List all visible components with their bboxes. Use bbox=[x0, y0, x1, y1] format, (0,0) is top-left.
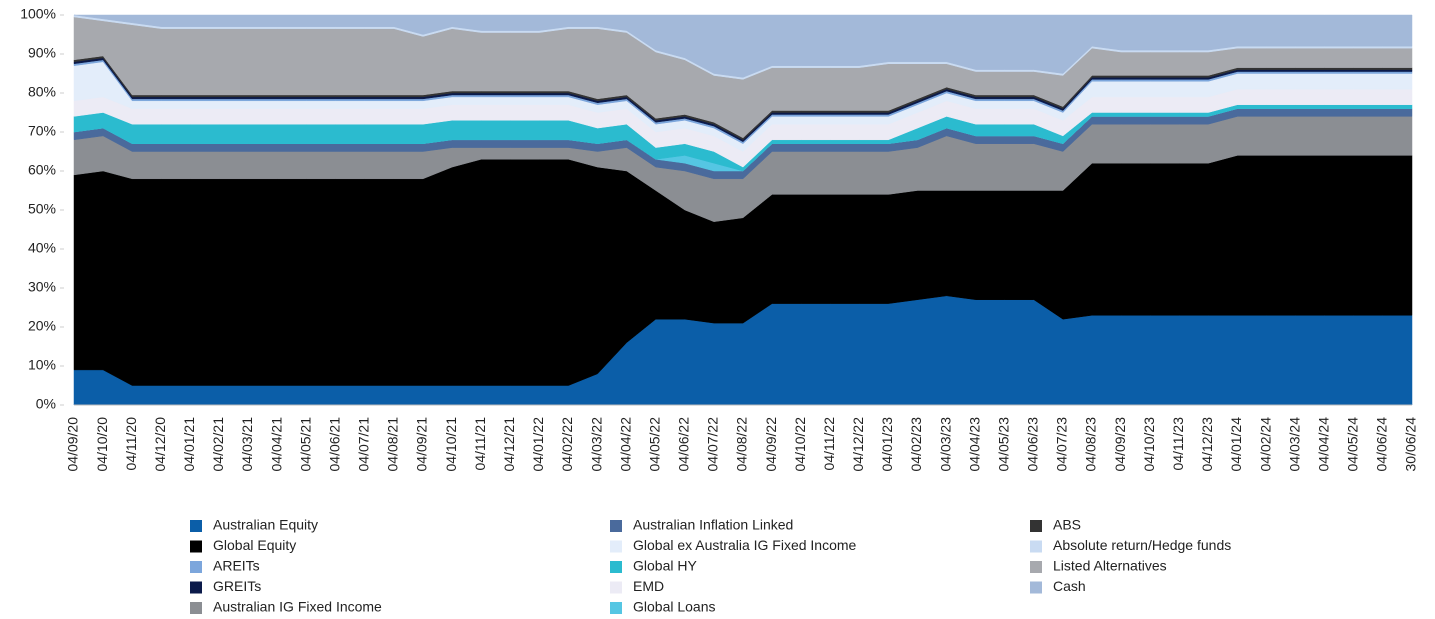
legend-swatch bbox=[610, 561, 622, 573]
x-tick-label: 04/01/23 bbox=[879, 417, 895, 472]
y-tick-label: 100% bbox=[20, 6, 56, 22]
x-tick-label: 04/03/21 bbox=[239, 417, 255, 472]
y-tick-label: 80% bbox=[28, 84, 56, 100]
y-tick-label: 50% bbox=[28, 201, 56, 217]
x-tick-label: 04/04/22 bbox=[617, 417, 633, 472]
x-tick-label: 04/12/23 bbox=[1199, 417, 1215, 472]
x-tick-label: 04/11/20 bbox=[123, 417, 139, 471]
x-tick-label: 04/03/24 bbox=[1286, 417, 1302, 472]
legend-swatch bbox=[190, 520, 202, 532]
legend-swatch bbox=[190, 561, 202, 573]
x-tick-label: 04/06/22 bbox=[676, 417, 692, 472]
x-tick-label: 04/10/23 bbox=[1141, 417, 1157, 472]
y-tick-label: 40% bbox=[28, 240, 56, 256]
legend-label: EMD bbox=[633, 578, 664, 594]
legend-swatch bbox=[610, 540, 622, 553]
x-tick-label: 30/06/24 bbox=[1403, 417, 1419, 472]
y-tick-label: 30% bbox=[28, 279, 56, 295]
x-tick-label: 04/09/20 bbox=[65, 417, 81, 472]
legend-label: GREITs bbox=[213, 578, 261, 594]
x-tick-label: 04/03/22 bbox=[588, 417, 604, 472]
x-tick-label: 04/06/23 bbox=[1025, 417, 1041, 472]
x-tick-label: 04/10/20 bbox=[94, 417, 110, 472]
x-tick-label: 04/10/21 bbox=[443, 417, 459, 472]
x-tick-label: 04/08/23 bbox=[1083, 417, 1099, 472]
x-tick-label: 04/07/22 bbox=[705, 417, 721, 472]
x-tick-label: 04/12/22 bbox=[850, 417, 866, 472]
legend-swatch bbox=[1030, 520, 1042, 532]
x-tick-label: 04/12/20 bbox=[152, 417, 168, 472]
legend-label: Global Equity bbox=[213, 537, 296, 553]
x-tick-label: 04/04/23 bbox=[966, 417, 982, 472]
legend-swatch bbox=[610, 520, 622, 532]
legend-swatch bbox=[1030, 561, 1042, 573]
x-tick-label: 04/02/23 bbox=[908, 417, 924, 472]
x-tick-label: 04/07/21 bbox=[356, 417, 372, 472]
legend-label: ABS bbox=[1053, 517, 1081, 533]
legend-label: Global ex Australia IG Fixed Income bbox=[633, 537, 857, 553]
y-tick-label: 70% bbox=[28, 123, 56, 139]
legend-swatch bbox=[610, 581, 622, 594]
legend-label: Absolute return/Hedge funds bbox=[1053, 537, 1231, 553]
x-tick-label: 04/02/21 bbox=[210, 417, 226, 472]
x-tick-label: 04/06/21 bbox=[326, 417, 342, 472]
legend-swatch bbox=[610, 602, 622, 614]
legend-label: Australian Equity bbox=[213, 517, 318, 533]
x-tick-label: 04/05/24 bbox=[1345, 417, 1361, 472]
x-tick-label: 04/11/21 bbox=[472, 417, 488, 471]
x-tick-label: 04/05/21 bbox=[297, 417, 313, 472]
legend-label: Cash bbox=[1053, 578, 1086, 594]
y-tick-label: 10% bbox=[28, 357, 56, 373]
x-tick-label: 04/09/22 bbox=[763, 417, 779, 472]
legend-label: Global HY bbox=[633, 558, 697, 574]
x-tick-label: 04/08/22 bbox=[734, 417, 750, 472]
x-tick-label: 04/09/21 bbox=[414, 417, 430, 472]
legend-label: Global Loans bbox=[633, 599, 716, 615]
legend-swatch bbox=[190, 581, 202, 594]
x-tick-label: 04/10/22 bbox=[792, 417, 808, 472]
x-tick-label: 04/11/22 bbox=[821, 417, 837, 471]
y-tick-label: 0% bbox=[36, 396, 56, 412]
area bbox=[73, 14, 1413, 78]
x-tick-label: 04/04/24 bbox=[1315, 417, 1331, 472]
x-tick-label: 04/02/22 bbox=[559, 417, 575, 472]
x-tick-label: 04/01/24 bbox=[1228, 417, 1244, 472]
legend-label: Australian Inflation Linked bbox=[633, 517, 793, 533]
legend-swatch bbox=[190, 602, 202, 614]
x-tick-label: 04/09/23 bbox=[1112, 417, 1128, 472]
legend-swatch bbox=[1030, 540, 1042, 553]
legend-swatch bbox=[1030, 581, 1042, 594]
x-tick-label: 04/02/24 bbox=[1257, 417, 1273, 472]
x-tick-label: 04/11/23 bbox=[1170, 417, 1186, 471]
y-tick-label: 20% bbox=[28, 318, 56, 334]
x-tick-label: 04/06/24 bbox=[1374, 417, 1390, 472]
x-tick-label: 04/08/21 bbox=[385, 417, 401, 472]
legend-swatch bbox=[190, 540, 202, 553]
y-tick-label: 90% bbox=[28, 45, 56, 61]
x-tick-label: 04/07/23 bbox=[1054, 417, 1070, 472]
x-tick-label: 04/04/21 bbox=[268, 417, 284, 472]
x-tick-label: 04/12/21 bbox=[501, 417, 517, 472]
x-tick-label: 04/03/23 bbox=[937, 417, 953, 472]
x-tick-label: 04/01/22 bbox=[530, 417, 546, 472]
x-tick-label: 04/01/21 bbox=[181, 417, 197, 472]
legend-label: Listed Alternatives bbox=[1053, 558, 1167, 574]
x-tick-label: 04/05/22 bbox=[646, 417, 662, 472]
legend-label: AREITs bbox=[213, 558, 260, 574]
x-tick-label: 04/05/23 bbox=[995, 417, 1011, 472]
legend-label: Australian IG Fixed Income bbox=[213, 599, 382, 615]
y-tick-label: 60% bbox=[28, 162, 56, 178]
